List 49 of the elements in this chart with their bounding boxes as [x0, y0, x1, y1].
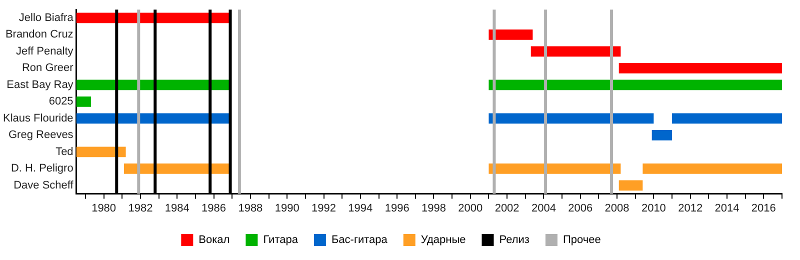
bar: [488, 30, 533, 40]
y-tick-label: Klaus Flouride: [2, 112, 74, 124]
legend-label: Бас-гитара: [331, 234, 388, 246]
x-tick-label: 1988: [238, 202, 263, 214]
x-tick-label: 1990: [274, 202, 300, 214]
bar: [618, 63, 782, 74]
y-tick-label: Dave Scheff: [14, 179, 74, 192]
bar: [672, 113, 782, 124]
y-tick-label: Brandon Cruz: [5, 28, 74, 41]
y-tick-label: Jeff Penalty: [16, 45, 74, 58]
y-tick-label: Jello Biafra: [18, 12, 74, 24]
y-tick-label: Ted: [56, 146, 74, 158]
x-tick-label: 1984: [164, 202, 190, 214]
bar: [652, 130, 672, 140]
x-tick-label: 2002: [494, 202, 520, 214]
y-tick-label: East Bay Ray: [6, 78, 74, 91]
y-tick-label: 6025: [48, 96, 74, 108]
legend-label: Вокал: [198, 234, 230, 246]
y-tick-label: Greg Reeves: [8, 129, 74, 142]
x-tick-label: 1992: [312, 202, 336, 214]
x-tick-label: 1980: [92, 202, 116, 214]
bar: [642, 163, 782, 174]
x-tick-label: 1996: [384, 202, 410, 214]
legend-label: Ударные: [420, 234, 466, 246]
bar: [76, 146, 126, 158]
x-tick-label: 2008: [604, 202, 630, 214]
bar: [618, 180, 643, 191]
x-tick-label: 1998: [421, 202, 446, 214]
bar: [76, 96, 91, 107]
bar: [530, 46, 621, 57]
bar: [488, 163, 621, 174]
legend-label: Прочее: [562, 234, 601, 246]
x-tick-label: 1994: [348, 202, 373, 214]
legend-label: Гитара: [263, 234, 299, 246]
x-tick-label: 2016: [751, 202, 776, 214]
x-tick-label: 1986: [202, 202, 226, 214]
y-tick-label: Ron Greer: [22, 62, 74, 74]
y-tick-label: D. H. Peligro: [10, 162, 74, 175]
x-tick-label: 2000: [458, 202, 483, 214]
x-tick-label: 1982: [128, 202, 153, 214]
x-tick-label: 2012: [678, 202, 703, 214]
x-tick-label: 2004: [531, 202, 556, 214]
legend-label: Релиз: [499, 234, 530, 246]
bar: [488, 80, 782, 90]
x-tick-label: 2010: [641, 202, 666, 214]
x-tick-label: 2014: [714, 202, 740, 214]
bar: [488, 113, 654, 124]
x-tick-label: 2006: [568, 202, 593, 214]
bar: [124, 163, 230, 174]
